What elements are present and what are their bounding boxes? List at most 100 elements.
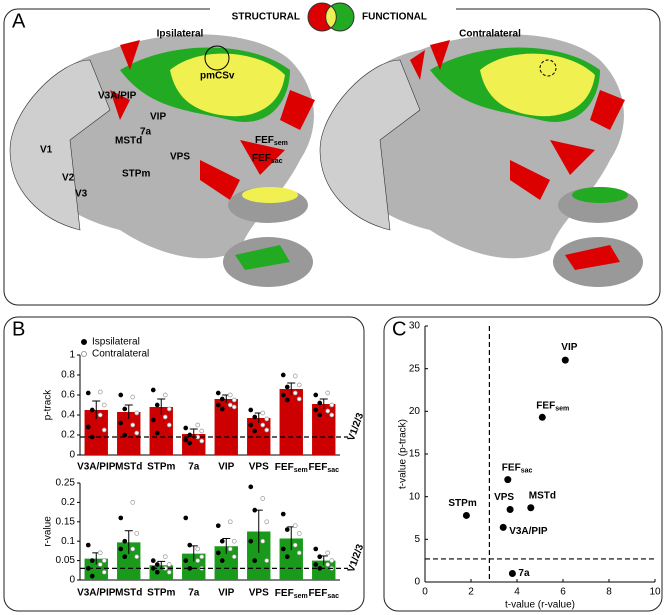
point-label: STPm bbox=[448, 498, 476, 509]
region-label: V3A/PIP bbox=[98, 91, 137, 102]
data-point bbox=[538, 413, 546, 421]
data-point bbox=[227, 392, 233, 398]
legend-text: STRUCTURAL bbox=[232, 12, 300, 23]
data-point bbox=[292, 373, 298, 379]
x-tick-label: FEFsac bbox=[308, 588, 339, 600]
data-point bbox=[187, 542, 193, 548]
data-point bbox=[292, 542, 298, 548]
point-label: FEFsac bbox=[502, 462, 533, 474]
data-point bbox=[122, 538, 128, 544]
y-tick-label: 0.8 bbox=[61, 370, 75, 381]
data-point bbox=[101, 569, 107, 575]
data-point bbox=[183, 425, 189, 431]
data-point bbox=[166, 569, 172, 575]
data-point bbox=[264, 427, 270, 433]
point-label-sub: sem bbox=[555, 405, 569, 412]
x-tick-label: VPS bbox=[249, 588, 269, 599]
x-axis-label: t-value (r-value) bbox=[505, 600, 575, 611]
y-axis-label: r-value bbox=[43, 516, 54, 547]
venn bbox=[307, 2, 355, 32]
threshold-label: V1/2/3 bbox=[346, 411, 366, 442]
data-point bbox=[162, 392, 168, 398]
data-point bbox=[101, 558, 107, 563]
data-point bbox=[118, 392, 124, 398]
data-point bbox=[187, 440, 193, 446]
data-point bbox=[150, 387, 156, 393]
data-point bbox=[118, 420, 124, 426]
data-point bbox=[187, 432, 193, 438]
x-tick-label: FEFsac bbox=[308, 462, 339, 474]
data-point bbox=[118, 546, 124, 552]
x-tick-label-main: FEF bbox=[275, 588, 294, 599]
data-point bbox=[89, 407, 95, 413]
data-point bbox=[166, 406, 172, 412]
data-point bbox=[195, 422, 201, 428]
x-tick-label: 2 bbox=[468, 587, 474, 598]
data-point bbox=[101, 402, 107, 408]
legend-text: FUNCTIONAL bbox=[362, 12, 427, 23]
data-point bbox=[292, 523, 298, 529]
y-tick-label: 0.2 bbox=[61, 497, 75, 508]
data-point bbox=[317, 400, 323, 406]
x-tick-label-main: FEF bbox=[275, 462, 294, 473]
region-label: VIP bbox=[150, 112, 166, 123]
x-tick-label: FEFsem bbox=[275, 462, 308, 474]
region-label: V2 bbox=[62, 173, 75, 184]
panel-letter: A bbox=[12, 10, 26, 32]
legend-label: Ispsilateral bbox=[92, 337, 140, 348]
region-label: pmCSv bbox=[200, 71, 235, 82]
data-point bbox=[264, 558, 270, 563]
x-tick-label: STPm bbox=[147, 462, 175, 473]
x-tick-label: 7a bbox=[188, 462, 200, 473]
data-point bbox=[252, 428, 258, 434]
data-point bbox=[130, 422, 136, 428]
brain-3d bbox=[223, 187, 643, 287]
data-point bbox=[199, 428, 205, 434]
data-point bbox=[219, 538, 225, 544]
data-point bbox=[284, 397, 290, 403]
data-point bbox=[231, 404, 237, 410]
data-point bbox=[504, 476, 512, 484]
panel-frame bbox=[3, 316, 365, 612]
data-point bbox=[317, 554, 323, 560]
y-tick-label: 15 bbox=[409, 449, 421, 460]
data-point bbox=[260, 422, 266, 428]
data-point bbox=[97, 562, 103, 567]
panel-letter: C bbox=[392, 318, 406, 340]
x-tick-label: V3A/PIP bbox=[77, 462, 116, 473]
data-point bbox=[280, 546, 286, 552]
point-label-sub: sac bbox=[521, 467, 533, 474]
data-point bbox=[122, 554, 128, 560]
data-point bbox=[317, 412, 323, 418]
data-point bbox=[162, 414, 168, 420]
region-label: V1 bbox=[40, 145, 53, 156]
data-point bbox=[215, 402, 221, 408]
region-label: STPm bbox=[122, 169, 150, 180]
data-point bbox=[154, 569, 160, 575]
data-point bbox=[89, 558, 95, 563]
data-point bbox=[280, 392, 286, 398]
data-point bbox=[292, 390, 298, 396]
data-point bbox=[89, 573, 95, 579]
data-point bbox=[195, 558, 201, 563]
point-label: VPS bbox=[494, 492, 514, 503]
data-point bbox=[130, 500, 136, 505]
data-point bbox=[231, 538, 237, 544]
data-point bbox=[183, 515, 189, 521]
data-point bbox=[101, 427, 107, 433]
y-tick-label: 0.15 bbox=[56, 516, 76, 527]
bar bbox=[117, 542, 141, 580]
x-tick-label: 10 bbox=[649, 587, 661, 598]
data-point bbox=[313, 392, 319, 398]
data-point bbox=[134, 410, 140, 416]
data-point bbox=[296, 531, 302, 536]
data-point bbox=[506, 505, 514, 513]
data-point bbox=[231, 554, 237, 560]
bar bbox=[214, 546, 238, 580]
legend-label: Contralateral bbox=[92, 349, 149, 360]
data-point bbox=[154, 402, 160, 408]
brain-map-right bbox=[319, 34, 625, 259]
region-label: FEFsem bbox=[255, 135, 288, 147]
y-tick-label: 1 bbox=[69, 350, 75, 361]
